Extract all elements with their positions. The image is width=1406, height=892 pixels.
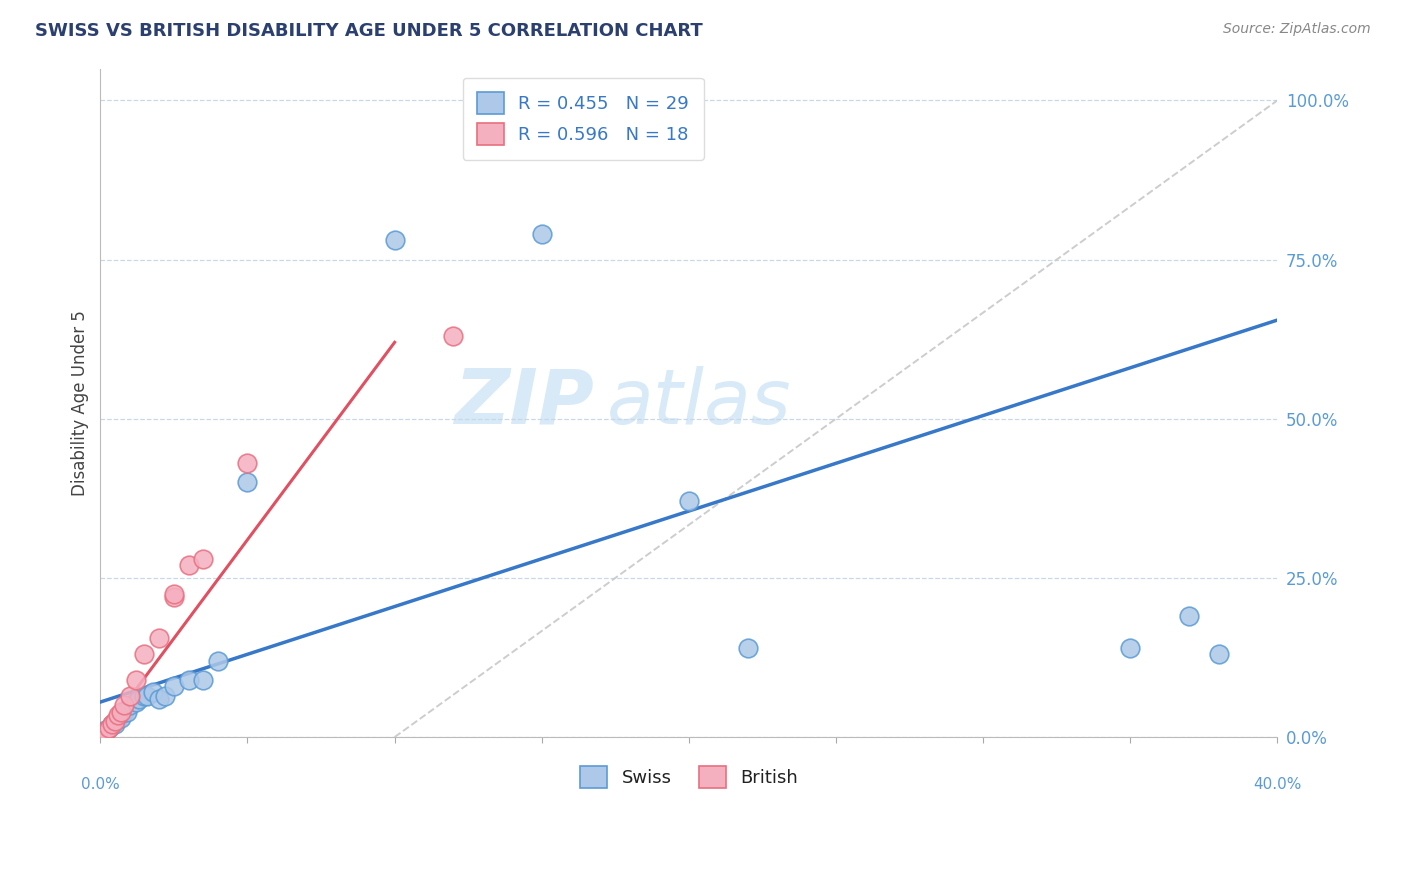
Text: 40.0%: 40.0% (1253, 777, 1302, 792)
Point (91, 727, 114, 741)
Point (163, 679, 186, 693)
Point (101, 717, 124, 731)
Point (236, 475, 259, 490)
Point (163, 587, 186, 601)
Point (98, 721, 121, 735)
Point (104, 717, 127, 731)
Point (142, 685, 165, 699)
Point (207, 654, 229, 668)
Point (236, 456, 259, 470)
Point (91, 723, 114, 738)
Point (177, 673, 200, 687)
Point (134, 689, 156, 703)
Point (163, 590, 186, 604)
Point (136, 689, 159, 703)
Point (118, 698, 141, 713)
Point (193, 673, 215, 687)
Point (115, 705, 138, 719)
Point (118, 689, 141, 703)
Point (530, 227, 553, 241)
Point (148, 691, 170, 706)
Point (96, 723, 118, 738)
Point (1178, 609, 1201, 624)
Point (107, 711, 129, 725)
Point (124, 695, 146, 709)
Point (1119, 640, 1142, 655)
Point (134, 648, 156, 662)
Point (384, 234, 406, 248)
Point (107, 707, 129, 722)
Point (98, 721, 121, 735)
Point (110, 705, 132, 719)
Point (193, 551, 215, 566)
Point (737, 640, 759, 655)
Point (177, 558, 200, 573)
Text: ZIP: ZIP (456, 366, 595, 440)
Point (443, 329, 465, 343)
Point (101, 717, 124, 731)
Point (128, 691, 150, 706)
Legend: Swiss, British: Swiss, British (572, 758, 806, 795)
Point (110, 711, 132, 725)
Point (148, 632, 170, 646)
Text: SWISS VS BRITISH DISABILITY AGE UNDER 5 CORRELATION CHART: SWISS VS BRITISH DISABILITY AGE UNDER 5 … (35, 22, 703, 40)
Point (678, 494, 700, 508)
Point (112, 705, 135, 719)
Point (153, 689, 176, 703)
Point (104, 714, 127, 728)
Point (124, 673, 146, 687)
Point (1208, 648, 1230, 662)
Y-axis label: Disability Age Under 5: Disability Age Under 5 (72, 310, 89, 496)
Point (112, 698, 135, 713)
Text: 0.0%: 0.0% (82, 777, 120, 792)
Point (96, 723, 118, 738)
Text: Source: ZipAtlas.com: Source: ZipAtlas.com (1223, 22, 1371, 37)
Text: atlas: atlas (606, 366, 792, 440)
